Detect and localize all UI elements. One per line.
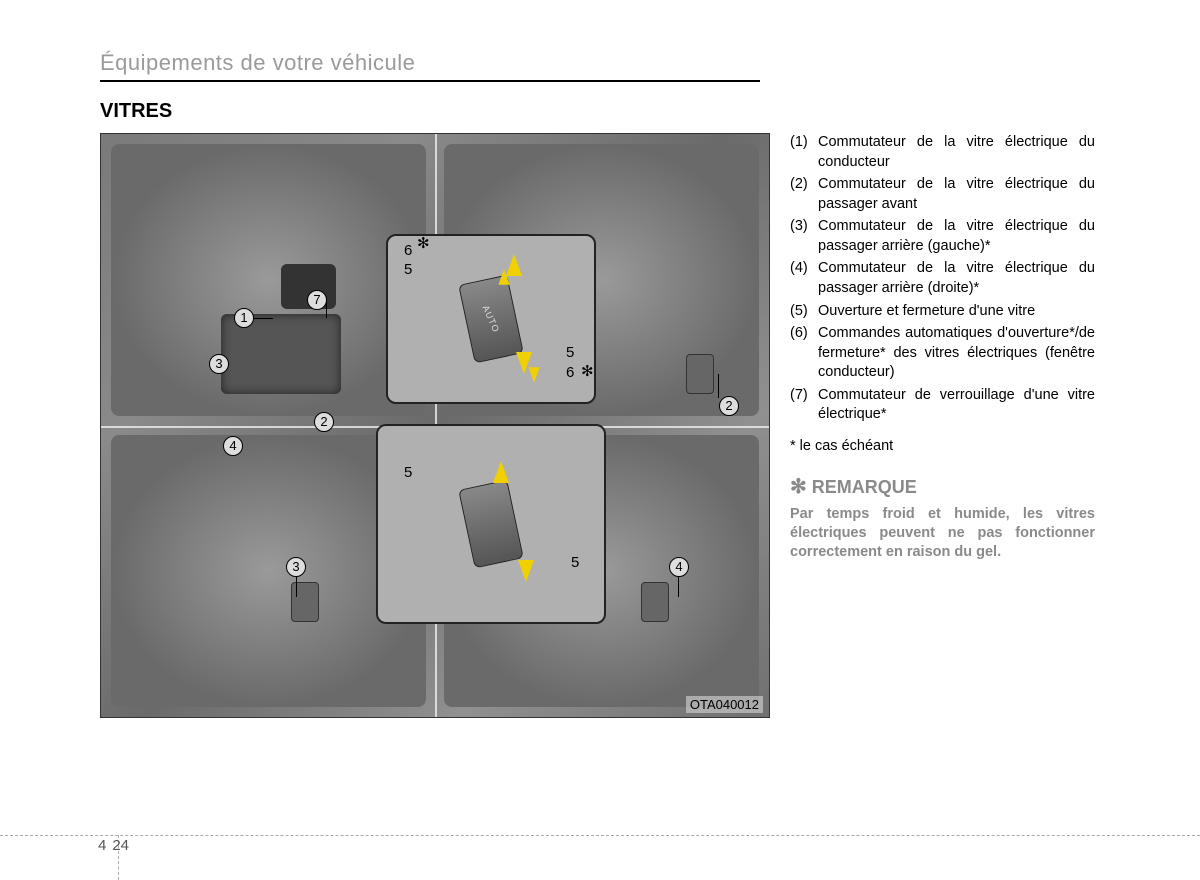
- remark-title: REMARQUE: [812, 477, 917, 497]
- label-star-r: ✻: [581, 362, 594, 380]
- list-item: (2)Commutateur de la vitre électrique du…: [790, 175, 1095, 214]
- label-7: 7: [307, 290, 327, 310]
- page-number: 424: [98, 837, 129, 854]
- label-5b2: 5: [571, 554, 579, 571]
- label-5b1: 5: [404, 464, 412, 481]
- label-6r: 6: [566, 364, 574, 381]
- section-title: VITRES: [100, 100, 1110, 123]
- auto-label: AUTO: [481, 304, 502, 334]
- label-4b: 4: [669, 557, 689, 577]
- list-item: (5)Ouverture et fermeture d'une vitre: [790, 302, 1095, 322]
- label-2b: 2: [719, 396, 739, 416]
- label-star-t: ✻: [417, 234, 430, 252]
- list-item: (3)Commutateur de la vitre électrique du…: [790, 217, 1095, 256]
- callout-auto-switch: AUTO: [386, 234, 596, 404]
- remark-heading: ✻ REMARQUE: [790, 474, 1095, 501]
- list-item: (4)Commutateur de la vitre électrique du…: [790, 259, 1095, 298]
- label-4: 4: [223, 436, 243, 456]
- snowflake-icon: ✻: [790, 476, 807, 498]
- figure-code: OTA040012: [686, 696, 763, 713]
- chapter-header: Équipements de votre véhicule: [100, 50, 760, 82]
- label-3: 3: [209, 354, 229, 374]
- page-footer: 424: [0, 835, 1200, 836]
- footnote: * le cas échéant: [790, 437, 1095, 457]
- list-item: (7)Commutateur de verrouillage d'une vit…: [790, 386, 1095, 425]
- label-5t: 5: [404, 261, 412, 278]
- list-item: (6)Commandes automatiques d'ouverture*/d…: [790, 324, 1095, 383]
- callout-plain-switch: [376, 424, 606, 624]
- legend-column: (1)Commutateur de la vitre électrique du…: [790, 133, 1095, 718]
- remark-body: Par temps froid et humide, les vitres él…: [790, 505, 1095, 562]
- legend-list: (1)Commutateur de la vitre électrique du…: [790, 133, 1095, 425]
- label-1: 1: [234, 308, 254, 328]
- label-5r: 5: [566, 344, 574, 361]
- label-3b: 3: [286, 557, 306, 577]
- list-item: (1)Commutateur de la vitre électrique du…: [790, 133, 1095, 172]
- label-6t: 6: [404, 242, 412, 259]
- figure-diagram: AUTO 1 7 3 2 4 2 3 4 6 ✻: [100, 133, 770, 718]
- label-2: 2: [314, 412, 334, 432]
